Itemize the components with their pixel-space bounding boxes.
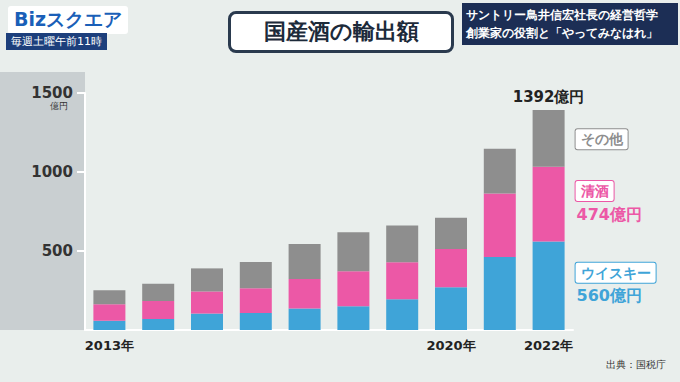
svg-text:474億円: 474億円 [577, 205, 642, 224]
svg-text:その他: その他 [581, 131, 624, 147]
svg-text:500: 500 [42, 242, 73, 260]
html-text:創業家の役割と「やってみなはれ」: 創業家の役割と「やってみなはれ」 [466, 26, 658, 40]
html-text:国産酒の輸出額: 国産酒の輸出額 [263, 19, 419, 44]
svg-text:560億円: 560億円 [577, 286, 642, 305]
svg-text:2020年: 2020年 [426, 338, 475, 353]
svg-text:1500: 1500 [31, 84, 73, 102]
svg-text:清酒: 清酒 [580, 183, 609, 199]
svg-text:億円: 億円 [50, 101, 68, 111]
html-text:Bizスクエア: Bizスクエア [14, 8, 123, 30]
svg-text:ウイスキー: ウイスキー [581, 265, 651, 281]
svg-text:1392億円: 1392億円 [513, 88, 585, 106]
html-text:出典：国税庁: 出典：国税庁 [606, 359, 666, 370]
svg-text:2022年: 2022年 [524, 338, 573, 353]
html-text:毎週土曜午前11時: 毎週土曜午前11時 [11, 35, 102, 48]
svg-text:1000: 1000 [31, 163, 73, 181]
html-text:サントリー鳥井信宏社長の経営哲学: サントリー鳥井信宏社長の経営哲学 [466, 8, 658, 22]
svg-text:2013年: 2013年 [85, 338, 134, 353]
